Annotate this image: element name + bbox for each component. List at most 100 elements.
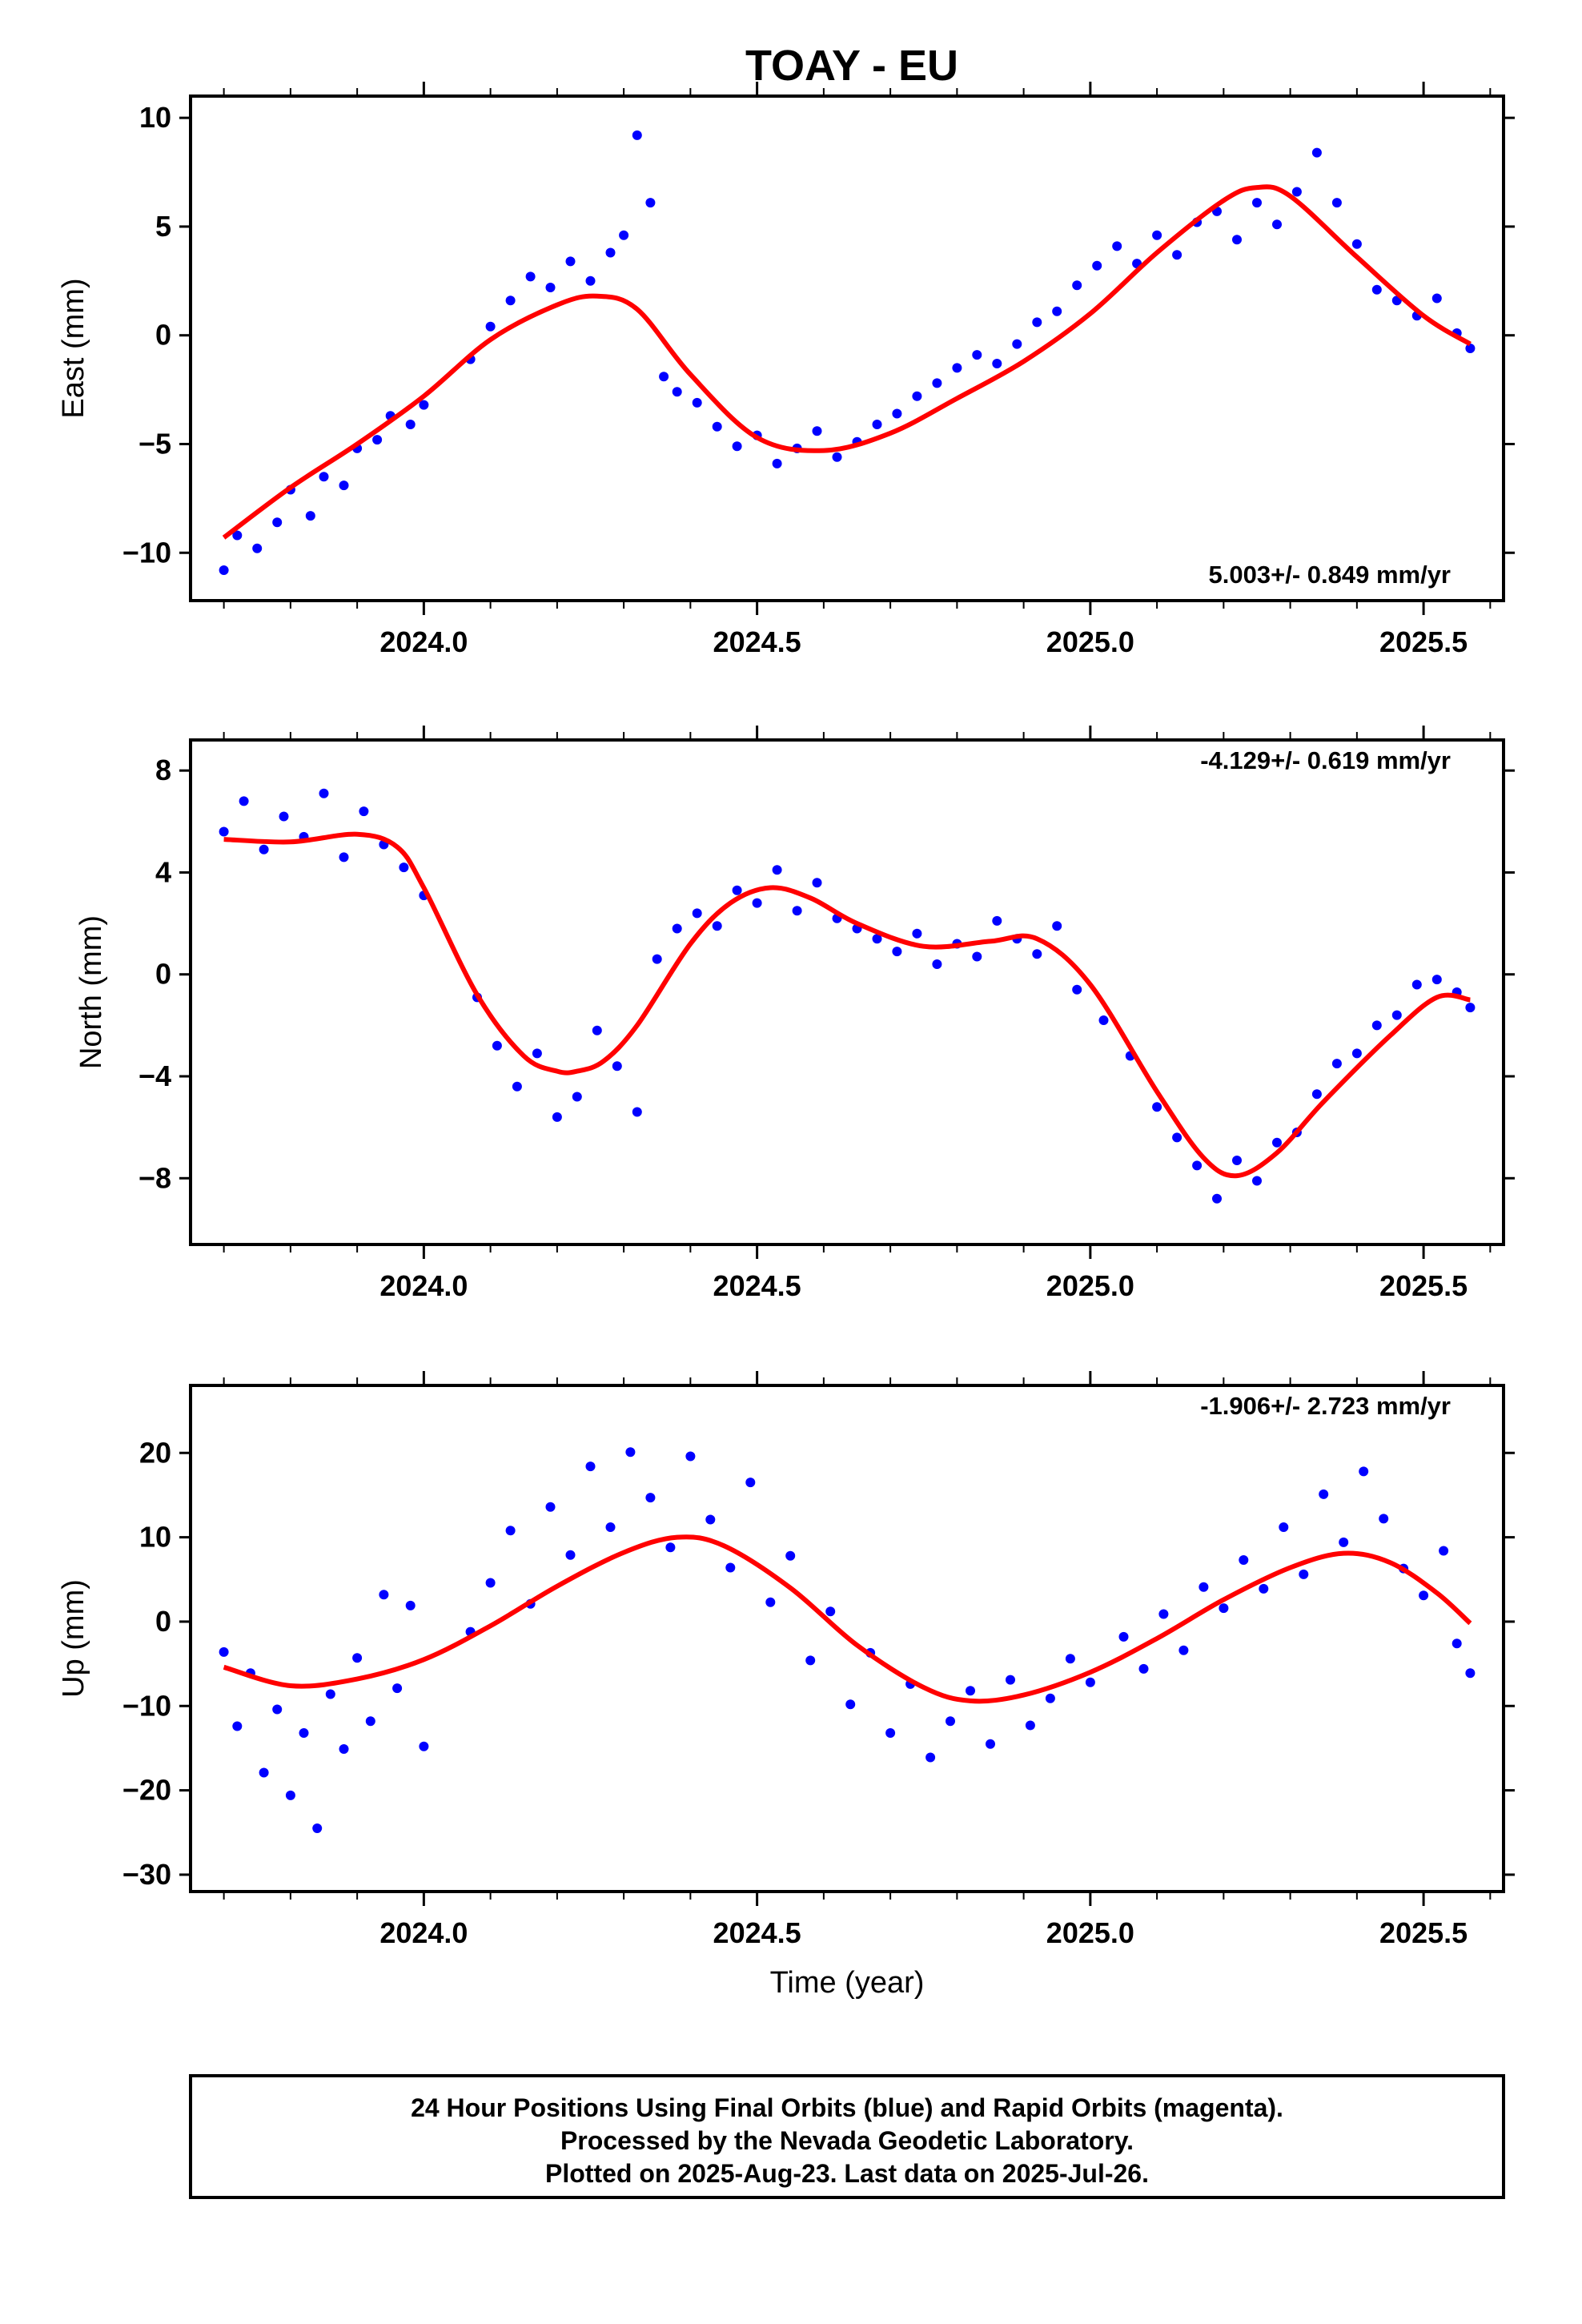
east-data-point	[525, 271, 536, 282]
east-rate-label: 5.003+/- 0.849 mm/yr	[1209, 561, 1451, 589]
up-data-point	[825, 1606, 836, 1617]
east-data-point	[619, 230, 629, 240]
east-data-point	[912, 391, 922, 401]
up-data-point	[1419, 1590, 1429, 1601]
up-data-point	[379, 1590, 389, 1600]
north-data-point	[532, 1048, 542, 1059]
up-data-point	[565, 1550, 576, 1560]
east-data-point	[1172, 250, 1182, 260]
east-data-point	[712, 421, 722, 432]
north-data-point	[1192, 1160, 1203, 1171]
north-data-point	[1152, 1102, 1162, 1112]
up-data-point	[986, 1739, 995, 1749]
east-data-point	[1331, 198, 1342, 208]
north-data-point	[1371, 1020, 1382, 1031]
north-data-point	[912, 928, 922, 939]
north-data-point	[1032, 949, 1042, 959]
up-ytick-label: 0	[155, 1605, 171, 1638]
up-data-point	[419, 1741, 429, 1751]
up-data-point	[505, 1526, 516, 1536]
up-data-point	[1178, 1645, 1189, 1655]
up-data-point	[885, 1728, 896, 1738]
north-gridticks: 8 4 0 −4 −8 2024.0 2024.5 2025.0 2025.5	[139, 726, 1515, 1302]
east-data-point	[1252, 198, 1262, 208]
east-ylabel: East (mm)	[57, 278, 90, 418]
east-xtick-label: 2024.5	[713, 625, 801, 658]
east-fit-line	[222, 184, 1472, 540]
x-axis-label: Time (year)	[770, 1966, 925, 2000]
east-data-point	[1152, 230, 1162, 240]
up-data-point	[1279, 1522, 1289, 1532]
north-data-point	[612, 1061, 622, 1072]
up-data-point	[352, 1653, 363, 1663]
up-data-point	[1239, 1555, 1249, 1565]
east-data-point	[972, 350, 982, 360]
east-panel: 10 5 0 −5 −10 2024.0 2024.5 2025.0 2025.5 East (…	[57, 82, 1515, 658]
up-data-point	[645, 1493, 656, 1503]
east-data-point	[1291, 187, 1302, 197]
east-data-point	[1371, 284, 1382, 295]
north-data-point	[632, 1107, 642, 1117]
up-panel: 20 10 0 −10 −20 −30 2024.0 2024.5 2025.0 2025.5 U…	[57, 1371, 1515, 1949]
up-data-point	[705, 1514, 716, 1525]
up-data-point	[1359, 1466, 1369, 1477]
north-ytick-label: −8	[139, 1161, 171, 1194]
up-data-point	[312, 1823, 323, 1833]
up-fit-line	[223, 1534, 1472, 1704]
east-data-point	[1032, 317, 1042, 328]
up-data-point	[1452, 1638, 1462, 1649]
east-data-point	[1092, 260, 1102, 271]
east-data-point	[659, 372, 669, 382]
north-ytick-label: 8	[155, 754, 171, 786]
up-data-point	[665, 1542, 676, 1553]
north-xtick-label: 2025.0	[1046, 1269, 1134, 1302]
east-data-point	[952, 363, 962, 373]
up-rate-label: -1.906+/- 2.723 mm/yr	[1200, 1392, 1451, 1420]
east-data-point	[219, 565, 229, 575]
up-ytick-label: −20	[122, 1774, 171, 1807]
east-data-point	[1052, 306, 1062, 316]
east-data-point	[872, 420, 882, 429]
east-data-point	[1465, 344, 1476, 353]
up-ylabel: Up (mm)	[57, 1579, 90, 1698]
up-data-point	[365, 1716, 375, 1727]
east-data-point	[1311, 147, 1322, 158]
north-data-point	[1331, 1059, 1342, 1069]
up-data-point	[339, 1744, 349, 1754]
north-data-point	[672, 923, 682, 934]
east-data-point	[319, 472, 329, 482]
east-scatter	[219, 130, 1476, 575]
up-xtick-label: 2024.0	[379, 1916, 468, 1949]
up-xtick-label: 2025.5	[1379, 1916, 1468, 1949]
east-data-point	[339, 480, 349, 491]
north-data-point	[812, 878, 822, 888]
north-data-point	[1411, 979, 1422, 990]
north-data-point	[512, 1081, 522, 1092]
north-data-point	[892, 947, 902, 957]
north-xtick-label: 2025.5	[1379, 1269, 1468, 1302]
up-data-point	[685, 1451, 696, 1462]
up-data-point	[926, 1752, 936, 1763]
east-xtick-label: 2024.0	[379, 625, 468, 658]
north-data-point	[1431, 975, 1442, 985]
up-data-point	[1025, 1720, 1035, 1731]
north-data-point	[239, 796, 249, 806]
up-data-point	[805, 1655, 816, 1666]
north-data-point	[399, 862, 409, 873]
east-data-point	[892, 408, 902, 419]
east-data-point	[232, 530, 243, 541]
up-data-point	[966, 1686, 975, 1696]
east-ytick-label: 0	[155, 319, 171, 352]
north-data-point	[219, 826, 229, 837]
north-ytick-label: 0	[155, 958, 171, 991]
north-data-point	[692, 908, 702, 919]
up-data-point	[405, 1600, 416, 1610]
north-data-point	[872, 934, 882, 944]
north-rate-label: -4.129+/- 0.619 mm/yr	[1200, 746, 1451, 774]
up-data-point	[1199, 1582, 1209, 1592]
north-data-point	[1072, 984, 1082, 995]
north-data-point	[792, 906, 802, 916]
east-data-point	[692, 397, 702, 408]
north-data-point	[1252, 1176, 1262, 1186]
